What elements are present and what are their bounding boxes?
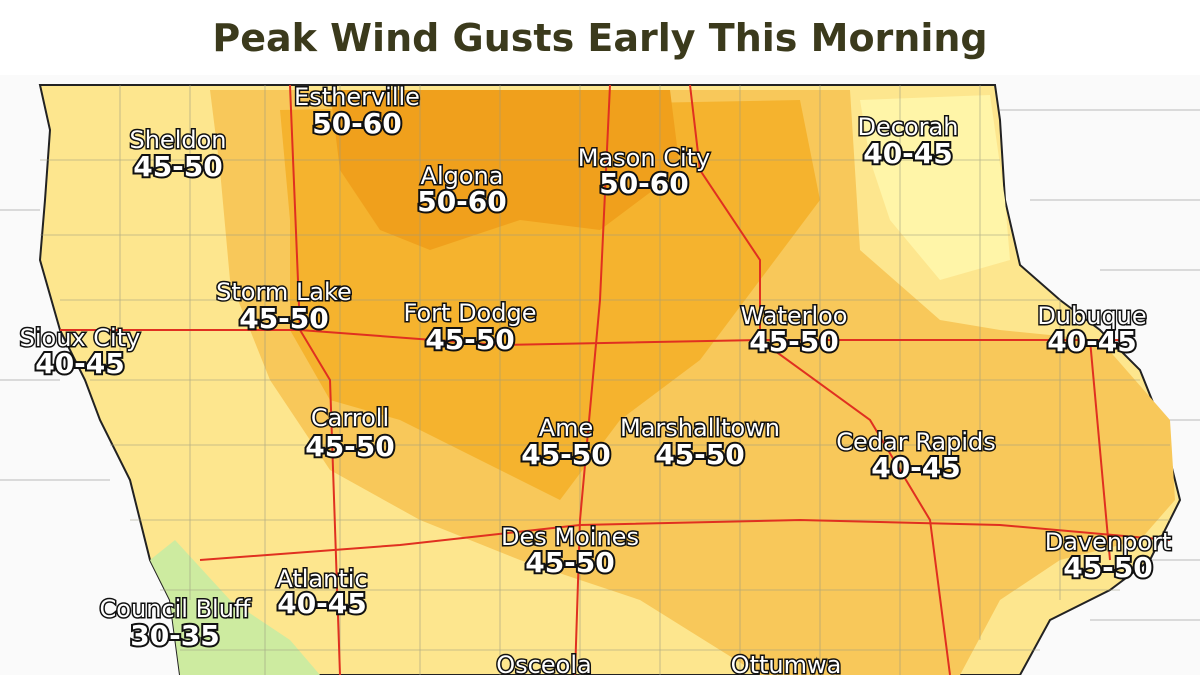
county-lines	[40, 85, 1170, 675]
city-name: Carroll	[311, 404, 389, 432]
city-name: Marshalltown	[620, 414, 780, 442]
city-name: Decorah	[858, 113, 959, 141]
city-name: Osceola	[496, 651, 591, 675]
city-name: Des Moines	[501, 523, 639, 551]
city-name: Fort Dodge	[404, 299, 537, 327]
city-name: Council Bluff	[100, 595, 251, 623]
wind-zone-35	[860, 95, 1010, 280]
gust-range: 50-60	[312, 107, 402, 140]
city-name: Dubuque	[1037, 302, 1146, 330]
city-name: Estherville	[294, 83, 420, 111]
city-name: Davenport	[1045, 528, 1172, 556]
wind-zone-30	[150, 540, 320, 675]
gust-range: 45-50	[425, 323, 515, 356]
gust-range: 40-45	[35, 347, 125, 380]
city-name: Waterloo	[741, 302, 848, 330]
gust-range: 45-50	[521, 438, 611, 471]
outer-borders	[0, 109, 1200, 621]
wind-zone-55	[330, 90, 680, 250]
gust-range: 45-50	[1063, 551, 1153, 584]
gust-range: 40-45	[277, 587, 367, 620]
gust-range: 40-45	[863, 137, 953, 170]
gust-range: 45-50	[305, 430, 395, 463]
gust-range: 45-50	[239, 302, 329, 335]
map-title: Peak Wind Gusts Early This Morning	[212, 15, 988, 60]
city-name: Ottumwa	[731, 651, 842, 675]
city-name: Storm Lake	[216, 278, 352, 306]
gust-range: 30-35	[130, 619, 220, 652]
city-name: Atlantic	[276, 565, 367, 593]
gust-range: 45-50	[133, 150, 223, 183]
city-name: Cedar Rapids	[836, 428, 995, 456]
gust-range: 50-60	[417, 185, 507, 218]
city-name: Sioux City	[20, 324, 141, 352]
city-name: Ame	[539, 414, 594, 442]
city-labels: Estherville50-60Sheldon45-50Decorah40-45…	[18, 82, 1173, 675]
city-name: Mason City	[578, 144, 710, 172]
map: Estherville50-60Sheldon45-50Decorah40-45…	[0, 75, 1200, 675]
gust-range: 40-45	[1047, 325, 1137, 358]
gust-range: 50-60	[599, 167, 689, 200]
gust-range: 45-50	[655, 438, 745, 471]
gust-range: 45-50	[525, 546, 615, 579]
highways	[60, 84, 1171, 675]
city-name: Algona	[421, 162, 504, 190]
city-name: Sheldon	[129, 126, 226, 154]
gust-range: 40-45	[871, 451, 961, 484]
gust-range: 45-50	[749, 325, 839, 358]
